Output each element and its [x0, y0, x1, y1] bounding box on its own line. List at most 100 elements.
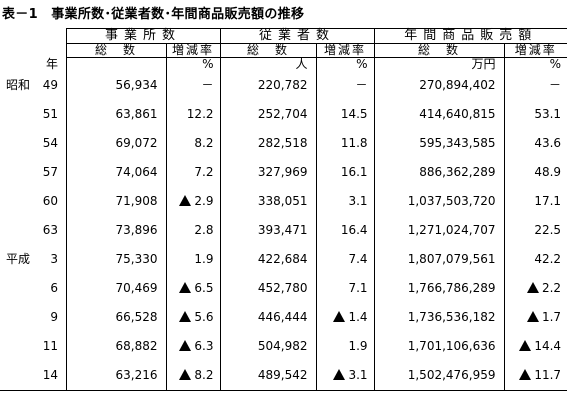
year-cell: 平成 3	[6, 252, 58, 266]
emp-rate-cell: 3.1	[315, 361, 375, 391]
sales-total-cell: 1,807,079,561	[373, 245, 505, 274]
unit-sales-total: 万円	[373, 57, 505, 71]
emp-total-cell: 282,518	[219, 129, 317, 158]
est-rate-cell: 8.2	[165, 129, 221, 158]
est-total-cell: 75,330	[65, 245, 166, 274]
est-total-cell: 71,908	[65, 187, 166, 216]
est-rate-cell: 12.2	[165, 100, 221, 129]
decrease-triangle-icon	[519, 369, 532, 380]
decrease-triangle-icon	[526, 311, 539, 322]
emp-rate-cell: 16.4	[315, 216, 375, 245]
sales-total-cell: 1,037,503,720	[373, 187, 505, 216]
decrease-triangle-icon	[179, 369, 192, 380]
sales-total-cell: 595,343,585	[373, 129, 505, 158]
sales-rate-cell: 42.2	[503, 245, 567, 274]
est-total-cell: 74,064	[65, 158, 166, 187]
year-cell: 6	[50, 281, 58, 295]
est-rate-cell: 2.8	[165, 216, 221, 245]
year-cell: 14	[0, 361, 66, 391]
emp-rate-cell: －	[315, 71, 375, 100]
sub-header-emp-total: 総 数	[219, 43, 317, 58]
statistics-table: 事業所数 従業者数 年間商品販売額 総 数 増減率 総 数 増減率 総 数 増減…	[0, 28, 567, 391]
table-row: 昭和 49 56,934 － 220,782 － 270,894,402 －	[0, 71, 567, 100]
group-header-sales: 年間商品販売額	[373, 28, 567, 44]
decrease-triangle-icon	[526, 282, 539, 293]
sub-header-sales-total: 総 数	[373, 43, 505, 58]
emp-rate-cell: 3.1	[315, 187, 375, 216]
est-rate-cell: 6.3	[165, 332, 221, 361]
est-rate-cell: 5.6	[165, 303, 221, 332]
est-rate-cell: 1.9	[165, 245, 221, 274]
est-rate-cell: 6.5	[165, 274, 221, 303]
unit-est-rate: %	[165, 57, 221, 71]
emp-total-cell: 393,471	[219, 216, 317, 245]
table-row: 平成 3 75,330 1.9 422,684 7.4 1,807,079,561 42.2	[0, 245, 567, 274]
emp-total-cell: 338,051	[219, 187, 317, 216]
emp-rate-cell: 14.5	[315, 100, 375, 129]
sub-header-est-total: 総 数	[65, 43, 166, 58]
sales-rate-cell: 14.4	[503, 332, 567, 361]
decrease-triangle-icon	[179, 340, 192, 351]
sub-header-row: 総 数 増減率 総 数 増減率 総 数 増減率	[0, 43, 567, 58]
emp-rate-cell: 7.1	[315, 274, 375, 303]
est-total-cell: 68,882	[65, 332, 166, 361]
sales-rate-cell: －	[503, 71, 567, 100]
year-cell: 60	[42, 194, 58, 208]
sales-rate-cell: 43.6	[503, 129, 567, 158]
emp-total-cell: 327,969	[219, 158, 317, 187]
est-rate-cell: 8.2	[165, 361, 221, 391]
table-title: 表－1 事業所数･従業者数･年間商品販売額の推移	[2, 7, 305, 22]
decrease-triangle-icon	[179, 282, 192, 293]
est-total-cell: 63,861	[65, 100, 166, 129]
unit-sales-rate: %	[503, 57, 567, 71]
emp-rate-cell: 11.8	[315, 129, 375, 158]
sales-total-cell: 1,271,024,707	[373, 216, 505, 245]
table-row: 14 63,216 8.2 489,542 3.1 1,502,476,959 11.7	[0, 361, 567, 391]
emp-rate-cell: 1.9	[315, 332, 375, 361]
year-cell: 9	[50, 310, 58, 324]
est-rate-cell: 2.9	[165, 187, 221, 216]
year-cell: 54	[42, 136, 58, 150]
group-header-establishments: 事業所数	[65, 28, 221, 44]
emp-total-cell: 422,684	[219, 245, 317, 274]
sales-total-cell: 886,362,289	[373, 158, 505, 187]
emp-total-cell: 504,982	[219, 332, 317, 361]
year-cell: 63	[42, 223, 58, 237]
sales-rate-cell: 1.7	[503, 303, 567, 332]
sub-header-sales-rate: 増減率	[503, 43, 567, 58]
est-total-cell: 70,469	[65, 274, 166, 303]
table-row: 63 73,896 2.8 393,471 16.4 1,271,024,707 22.5	[0, 216, 567, 245]
sales-total-cell: 1,736,536,182	[373, 303, 505, 332]
est-total-cell: 69,072	[65, 129, 166, 158]
year-cell: 11	[42, 339, 58, 353]
sub-header-est-rate: 増減率	[165, 43, 221, 58]
decrease-triangle-icon	[179, 311, 192, 322]
sales-total-cell: 414,640,815	[373, 100, 505, 129]
est-rate-cell: －	[165, 71, 221, 100]
sales-total-cell: 270,894,402	[373, 71, 505, 100]
est-total-cell: 56,934	[65, 71, 166, 100]
table-row: 57 74,064 7.2 327,969 16.1 886,362,289 48.9	[0, 158, 567, 187]
group-header-employees: 従業者数	[219, 28, 375, 44]
table-row: 9 66,528 5.6 446,444 1.4 1,736,536,182 1.7	[0, 303, 567, 332]
decrease-triangle-icon	[179, 195, 192, 206]
est-rate-cell: 7.2	[165, 158, 221, 187]
sub-header-emp-rate: 増減率	[315, 43, 375, 58]
group-header-row: 事業所数 従業者数 年間商品販売額	[0, 28, 567, 44]
unit-emp-rate: %	[315, 57, 375, 71]
table-row: 60 71,908 2.9 338,051 3.1 1,037,503,720 17.1	[0, 187, 567, 216]
decrease-triangle-icon	[333, 369, 346, 380]
unit-year: 年	[45, 56, 58, 71]
stub-header	[0, 29, 66, 44]
sales-total-cell: 1,502,476,959	[373, 361, 505, 391]
emp-rate-cell: 1.4	[315, 303, 375, 332]
unit-row: 年 % 人 % 万円 %	[0, 56, 567, 71]
sales-rate-cell: 48.9	[503, 158, 567, 187]
emp-rate-cell: 16.1	[315, 158, 375, 187]
est-total-cell: 66,528	[65, 303, 166, 332]
est-total-cell: 73,896	[65, 216, 166, 245]
sales-rate-cell: 53.1	[503, 100, 567, 129]
sales-rate-cell: 11.7	[503, 361, 567, 391]
table-row: 54 69,072 8.2 282,518 11.8 595,343,585 43.6	[0, 129, 567, 158]
sales-rate-cell: 22.5	[503, 216, 567, 245]
